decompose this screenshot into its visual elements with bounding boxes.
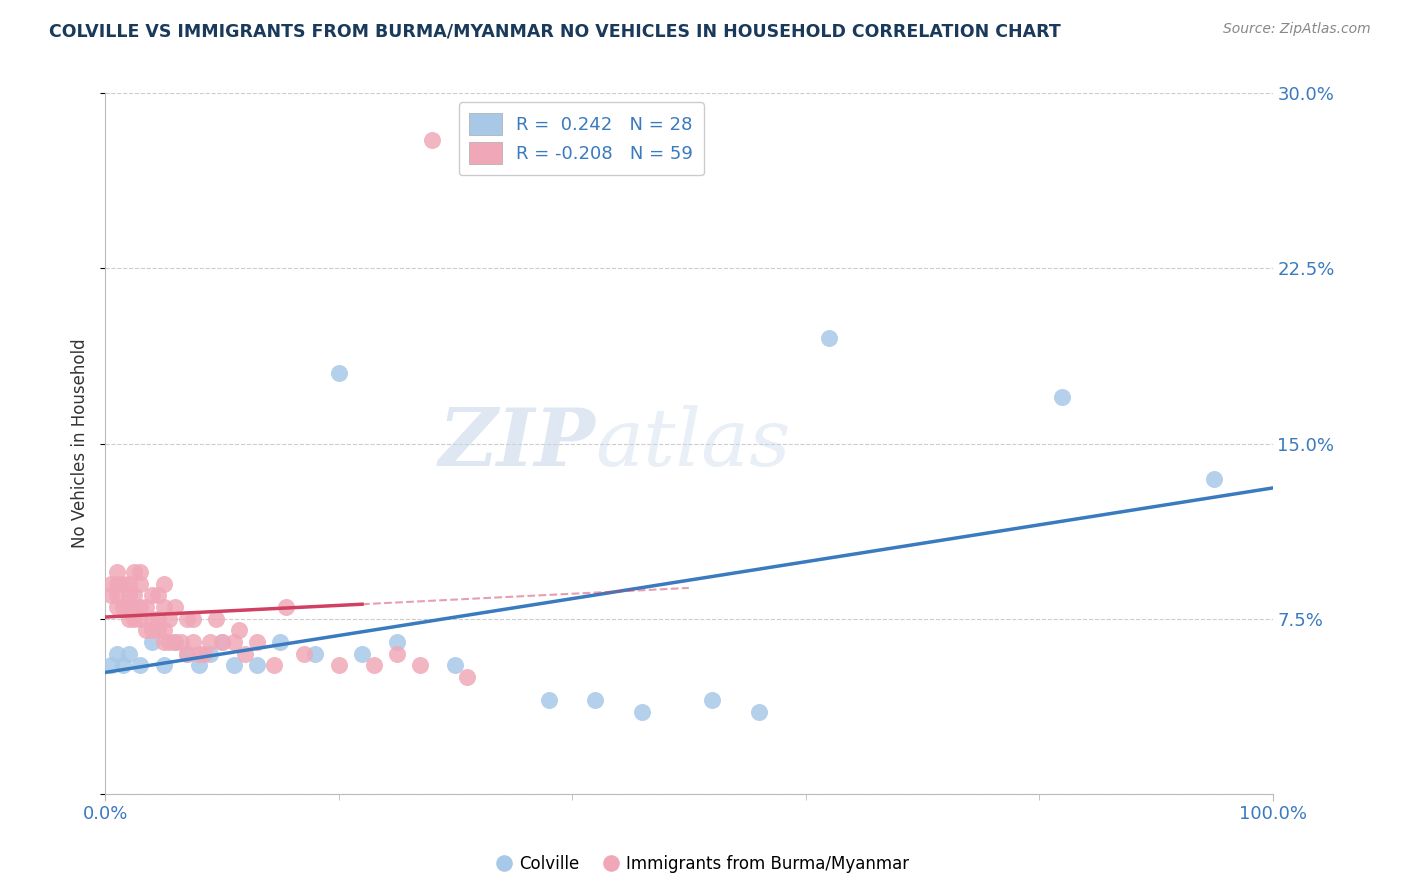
Point [233,647,256,661]
Point [117,599,139,614]
Point [141,611,163,625]
Point [135,624,157,638]
Point [228,624,250,638]
Point [141,635,163,649]
Point [157,635,180,649]
Point [129,576,152,591]
Point [124,611,146,625]
Point [152,576,174,591]
Point [187,647,209,661]
Text: ZIP: ZIP [439,405,596,483]
Point [702,693,724,707]
Point [263,658,285,673]
Point [176,647,198,661]
Point [328,658,350,673]
Point [246,635,269,649]
Point [157,611,180,625]
Point [1052,390,1074,404]
Text: Source: ZipAtlas.com: Source: ZipAtlas.com [1223,22,1371,37]
Point [111,658,134,673]
Point [105,576,128,591]
Point [1204,471,1226,485]
Point [200,635,222,649]
Point [152,635,174,649]
Point [181,611,204,625]
Point [200,647,222,661]
Point [176,611,198,625]
Point [222,635,245,649]
Point [246,658,269,673]
Point [105,647,128,661]
Point [585,693,607,707]
Point [135,599,157,614]
Point [385,635,408,649]
Point [146,588,169,602]
Point [111,576,134,591]
Point [409,658,432,673]
Point [456,670,478,684]
Point [105,588,128,602]
Point [165,635,187,649]
Point [100,576,122,591]
Point [105,599,128,614]
Point [105,565,128,579]
Point [193,647,215,661]
Point [205,611,228,625]
Point [444,658,467,673]
Point [176,647,198,661]
Point [631,705,654,719]
Point [211,635,233,649]
Point [165,635,187,649]
Point [818,331,841,345]
Point [276,599,298,614]
Point [537,693,560,707]
Point [124,565,146,579]
Point [146,611,169,625]
Point [117,647,139,661]
Point [269,635,291,649]
Point [292,647,315,661]
Point [117,588,139,602]
Point [187,658,209,673]
Point [117,611,139,625]
Point [152,658,174,673]
Point [141,588,163,602]
Point [124,588,146,602]
Point [222,658,245,673]
Point [111,599,134,614]
Point [152,599,174,614]
Point [170,635,193,649]
Text: COLVILLE VS IMMIGRANTS FROM BURMA/MYANMAR NO VEHICLES IN HOUSEHOLD CORRELATION C: COLVILLE VS IMMIGRANTS FROM BURMA/MYANMA… [49,22,1062,40]
Point [211,635,233,649]
Point [304,647,326,661]
Point [748,705,770,719]
Point [328,367,350,381]
Point [385,647,408,661]
Point [152,624,174,638]
Point [129,611,152,625]
Point [141,624,163,638]
Legend: Colville, Immigrants from Burma/Myanmar: Colville, Immigrants from Burma/Myanmar [491,848,915,880]
Point [117,576,139,591]
Point [124,599,146,614]
Point [363,658,385,673]
Point [129,565,152,579]
Point [129,658,152,673]
Point [146,624,169,638]
Point [129,599,152,614]
Legend: R =  0.242   N = 28, R = -0.208   N = 59: R = 0.242 N = 28, R = -0.208 N = 59 [458,103,704,176]
Text: atlas: atlas [596,405,790,483]
Point [100,658,122,673]
Point [181,635,204,649]
Y-axis label: No Vehicles in Household: No Vehicles in Household [72,339,89,549]
Point [100,588,122,602]
Point [420,133,443,147]
Point [165,599,187,614]
Point [350,647,373,661]
